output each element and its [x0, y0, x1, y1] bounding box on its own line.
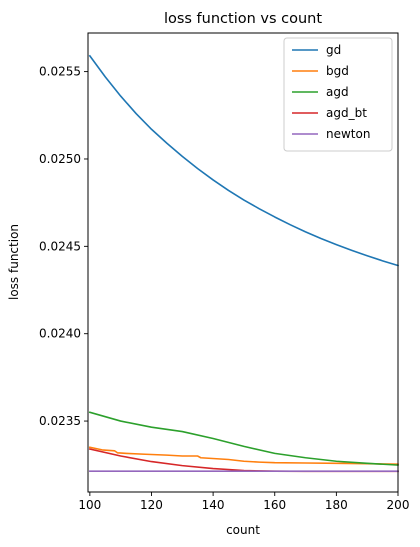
- chart-title: loss function vs count: [164, 11, 322, 27]
- x-tick-label: 100: [78, 498, 101, 512]
- y-tick-label: 0.0235: [39, 414, 81, 428]
- legend-box: [283, 37, 393, 152]
- series-line-agd: [88, 411, 399, 466]
- legend-label-bgd: bgd: [326, 64, 349, 78]
- y-tick-label: 0.0245: [39, 239, 81, 253]
- series-line-bgd: [88, 446, 399, 466]
- axes-frame: [87, 32, 399, 493]
- y-tick-label: 0.0250: [39, 152, 81, 166]
- x-tick-label: 180: [325, 498, 348, 512]
- y-tick-label: 0.0255: [39, 65, 81, 79]
- plot-area: [88, 54, 399, 473]
- legend-label-gd: gd: [326, 43, 341, 57]
- legend-label-newton: newton: [326, 127, 370, 141]
- x-tick-label: 200: [387, 498, 410, 512]
- x-tick-label: 140: [202, 498, 225, 512]
- legend-label-agd-bt: agd_bt: [326, 106, 367, 120]
- y-tick-label: 0.0240: [39, 327, 81, 341]
- x-tick-label: 120: [140, 498, 163, 512]
- x-tick-label: 160: [263, 498, 286, 512]
- legend-label-agd: agd: [326, 85, 349, 99]
- y-axis-label: loss function: [7, 224, 21, 300]
- axis-ticks: 100 120 140 160 180 200 0.0235 0.0240 0.0245 0.02…: [39, 65, 409, 512]
- x-axis-label: count: [226, 523, 260, 537]
- series-line-gd: [88, 54, 399, 267]
